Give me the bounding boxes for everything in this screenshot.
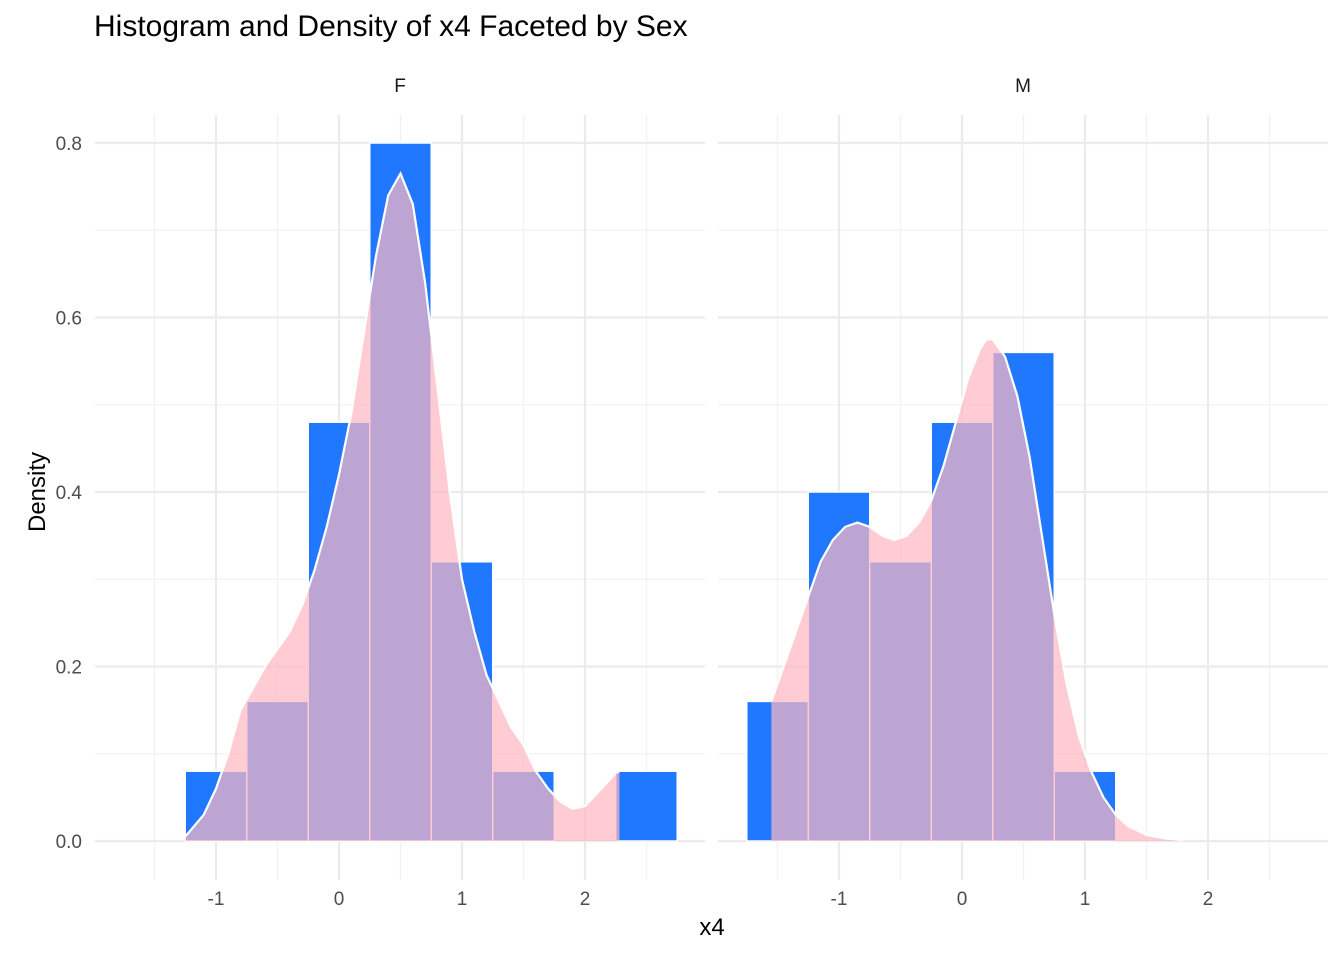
y-tick-label: 0.4: [56, 483, 83, 504]
facet-strip-label: F: [394, 76, 406, 97]
density-area: [771, 339, 1184, 841]
x-tick-label: 2: [580, 889, 591, 910]
x-tick-label: 2: [1203, 889, 1214, 910]
x-tick-label: -1: [208, 889, 225, 910]
x-tick-label: 0: [957, 889, 968, 910]
y-tick-label: 0.0: [56, 832, 82, 853]
density-line: [184, 171, 620, 838]
histogram-bar: [615, 770, 678, 842]
facet-panel-F: F -1 0 1 2: [95, 76, 705, 910]
facet-strip-label: M: [1015, 76, 1031, 97]
y-tick-label: 0.8: [56, 134, 82, 155]
x-tick-label: -1: [831, 889, 848, 910]
x-tick-label: 0: [334, 889, 345, 910]
y-axis-label: Density: [24, 451, 51, 533]
x-axis-label: x4: [699, 914, 725, 941]
x-tick-label: 1: [457, 889, 468, 910]
density-line: [770, 338, 1184, 842]
y-tick-label: 0.2: [56, 658, 82, 679]
chart-title: Histogram and Density of x4 Faceted by S…: [94, 10, 688, 43]
y-tick-label: 0.6: [56, 309, 82, 330]
x-tick-label: 1: [1080, 889, 1091, 910]
facet-panel-M: M -1 0 1 2: [718, 76, 1328, 910]
facet-panels: F -1 0 1 2 M -1 0 1 2 0.0 0.2 0.4 0.6 0.8: [56, 76, 1328, 910]
density-area: [185, 173, 620, 842]
